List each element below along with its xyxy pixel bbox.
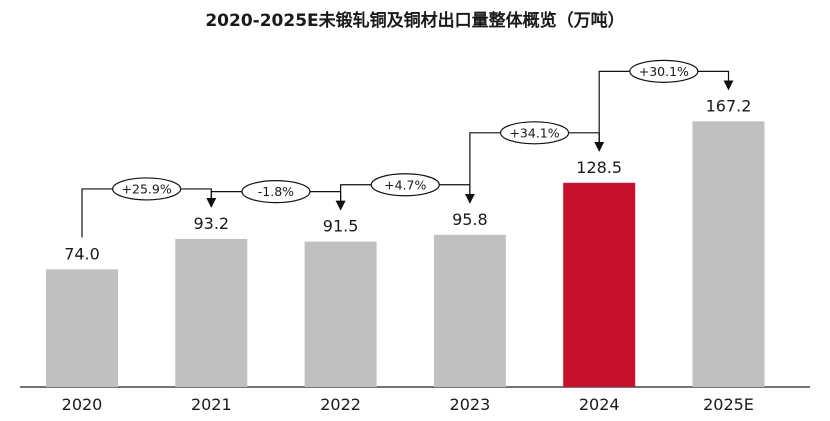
growth-label-2: -1.8% xyxy=(258,184,294,199)
growth-badge-5 xyxy=(629,59,699,83)
growth-badge-1 xyxy=(112,177,182,201)
value-label-2024: 128.5 xyxy=(576,158,622,177)
value-label-2025E: 167.2 xyxy=(706,96,752,115)
growth-badge-2 xyxy=(241,180,311,204)
bar-2024 xyxy=(563,182,636,387)
x-tick-2020: 2020 xyxy=(62,395,103,414)
x-tick-2024: 2024 xyxy=(579,395,620,414)
value-label-2020: 74.0 xyxy=(64,244,100,263)
bar-2023 xyxy=(433,234,506,387)
growth-label-1: +25.9% xyxy=(122,181,172,196)
x-tick-2022: 2022 xyxy=(320,395,361,414)
bar-2022 xyxy=(304,241,377,387)
growth-label-4: +34.1% xyxy=(509,125,559,140)
growth-badge-3 xyxy=(370,173,440,197)
x-tick-2023: 2023 xyxy=(450,395,491,414)
growth-label-5: +30.1% xyxy=(639,64,689,79)
bar-2021 xyxy=(175,238,248,387)
bar-2020 xyxy=(46,269,118,387)
growth-label-3: +4.7% xyxy=(384,177,426,192)
chart-title: 2020-2025E未锻轧铜及铜材出口量整体概览（万吨） xyxy=(205,11,625,31)
bar-2025E xyxy=(692,121,765,388)
x-tick-2021: 2021 xyxy=(191,395,232,414)
x-tick-2025E: 2025E xyxy=(703,395,754,414)
value-label-2021: 93.2 xyxy=(193,214,229,233)
value-label-2022: 91.5 xyxy=(323,217,359,236)
value-label-2023: 95.8 xyxy=(452,210,488,229)
growth-badge-4 xyxy=(499,121,570,145)
